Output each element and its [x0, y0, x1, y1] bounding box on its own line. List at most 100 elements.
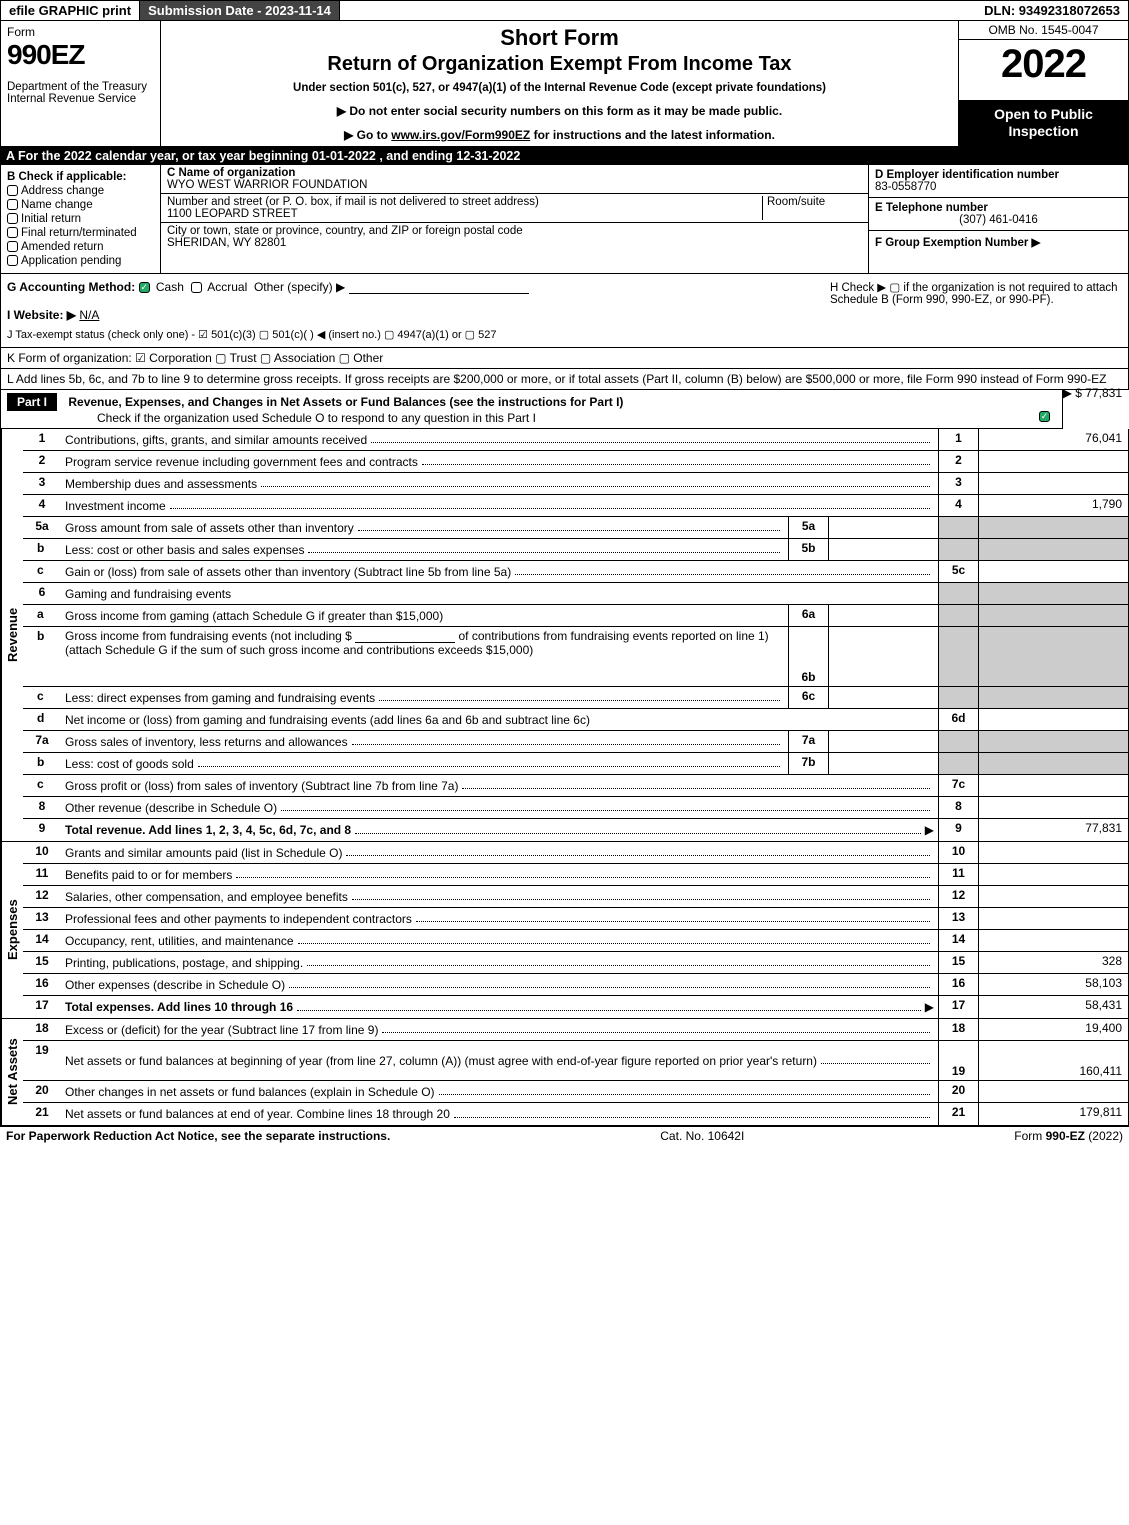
line-5b-num: b: [23, 539, 61, 560]
line-6: 6 Gaming and fundraising events: [23, 583, 1128, 605]
line-14-box: 14: [938, 930, 978, 951]
line-7c: c Gross profit or (loss) from sales of i…: [23, 775, 1128, 797]
row-l-text: L Add lines 5b, 6c, and 7b to line 9 to …: [7, 372, 1106, 386]
d-label: D Employer identification number: [875, 169, 1122, 181]
line-7b-subval: [828, 753, 938, 774]
line-2-box: 2: [938, 451, 978, 472]
part1-label: Part I: [7, 393, 57, 411]
section-e: E Telephone number (307) 461-0416: [869, 198, 1128, 231]
line-7b-num: b: [23, 753, 61, 774]
line-2: 2 Program service revenue including gove…: [23, 451, 1128, 473]
line-5a: 5a Gross amount from sale of assets othe…: [23, 517, 1128, 539]
line-14-val: [978, 930, 1128, 951]
check-address-change[interactable]: Address change: [7, 185, 154, 197]
check-schedule-o[interactable]: [1039, 411, 1050, 422]
line-11-val: [978, 864, 1128, 885]
check-final-return[interactable]: Final return/terminated: [7, 227, 154, 239]
org-city: SHERIDAN, WY 82801: [167, 237, 862, 249]
line-16-box: 16: [938, 974, 978, 995]
line-7a-boxgrey: [938, 731, 978, 752]
f-label: F Group Exemption Number ▶: [875, 237, 1040, 249]
line-7b-valgrey: [978, 753, 1128, 774]
line-6d-desc: Net income or (loss) from gaming and fun…: [65, 713, 590, 727]
line-6b-sub: 6b: [788, 627, 828, 686]
line-13-box: 13: [938, 908, 978, 929]
check-application-pending[interactable]: Application pending: [7, 255, 154, 267]
line-19: 19 Net assets or fund balances at beginn…: [23, 1041, 1128, 1081]
row-k: K Form of organization: ☑ Corporation ▢ …: [0, 348, 1129, 369]
note-link: ▶ Go to www.irs.gov/Form990EZ for instru…: [169, 128, 950, 142]
line-6a-sub: 6a: [788, 605, 828, 626]
irs-link[interactable]: www.irs.gov/Form990EZ: [391, 128, 530, 142]
line-19-box: 19: [938, 1041, 978, 1080]
line-15: 15 Printing, publications, postage, and …: [23, 952, 1128, 974]
page-footer: For Paperwork Reduction Act Notice, see …: [0, 1126, 1129, 1145]
title-short-form: Short Form: [169, 25, 950, 51]
row-a-tax-year: A For the 2022 calendar year, or tax yea…: [0, 147, 1129, 165]
note-ssn: ▶ Do not enter social security numbers o…: [169, 104, 950, 118]
row-h: H Check ▶ ▢ if the organization is not r…: [822, 280, 1122, 341]
omb-number: OMB No. 1545-0047: [959, 21, 1128, 40]
line-6d: d Net income or (loss) from gaming and f…: [23, 709, 1128, 731]
line-5b-boxgrey: [938, 539, 978, 560]
line-16-val: 58,103: [978, 974, 1128, 995]
line-7c-val: [978, 775, 1128, 796]
arrow-icon: ▶: [925, 823, 934, 837]
line-16-desc: Other expenses (describe in Schedule O): [65, 978, 285, 992]
line-21: 21 Net assets or fund balances at end of…: [23, 1103, 1128, 1125]
check-amended-return[interactable]: Amended return: [7, 241, 154, 253]
efile-print-button[interactable]: efile GRAPHIC print: [1, 1, 140, 20]
note-link-pre: ▶ Go to: [344, 128, 391, 142]
line-13-num: 13: [23, 908, 61, 929]
line-6c-sub: 6c: [788, 687, 828, 708]
line-5a-subval: [828, 517, 938, 538]
line-3: 3 Membership dues and assessments 3: [23, 473, 1128, 495]
g-label: G Accounting Method:: [7, 280, 135, 294]
check-accrual[interactable]: [191, 282, 202, 293]
check-cash[interactable]: [139, 282, 150, 293]
line-7b: b Less: cost of goods sold 7b: [23, 753, 1128, 775]
line-19-val: 160,411: [978, 1041, 1128, 1080]
line-6d-val: [978, 709, 1128, 730]
line-6a-valgrey: [978, 605, 1128, 626]
submission-date: Submission Date - 2023-11-14: [140, 1, 340, 20]
b-label: B Check if applicable:: [7, 171, 154, 183]
line-10: 10 Grants and similar amounts paid (list…: [23, 842, 1128, 864]
other-specify-input[interactable]: [349, 282, 529, 294]
line-6a-desc: Gross income from gaming (attach Schedul…: [65, 609, 443, 623]
open-to-public: Open to Public Inspection: [959, 100, 1128, 146]
title-return: Return of Organization Exempt From Incom…: [169, 53, 950, 76]
line-4-desc: Investment income: [65, 499, 166, 513]
line-8-box: 8: [938, 797, 978, 818]
line-6b-subval: [828, 627, 938, 686]
line-6b-blank[interactable]: [355, 631, 455, 643]
check-name-change[interactable]: Name change: [7, 199, 154, 211]
line-5b-sub: 5b: [788, 539, 828, 560]
line-6c: c Less: direct expenses from gaming and …: [23, 687, 1128, 709]
side-netassets: Net Assets: [1, 1019, 23, 1125]
line-17-num: 17: [23, 996, 61, 1018]
line-5a-boxgrey: [938, 517, 978, 538]
line-1-box: 1: [938, 429, 978, 450]
line-5c-box: 5c: [938, 561, 978, 582]
ein: 83-0558770: [875, 181, 1122, 193]
i-label: I Website: ▶: [7, 308, 76, 322]
check-initial-return[interactable]: Initial return: [7, 213, 154, 225]
line-6c-boxgrey: [938, 687, 978, 708]
line-1-val: 76,041: [978, 429, 1128, 450]
header-left: Form 990EZ Department of the Treasury In…: [1, 21, 161, 146]
line-5a-num: 5a: [23, 517, 61, 538]
line-7b-desc: Less: cost of goods sold: [65, 757, 194, 771]
part1-title: Revenue, Expenses, and Changes in Net As…: [68, 395, 623, 409]
footer-mid: Cat. No. 10642I: [660, 1129, 744, 1143]
footer-left: For Paperwork Reduction Act Notice, see …: [6, 1129, 390, 1143]
line-1: 1 Contributions, gifts, grants, and simi…: [23, 429, 1128, 451]
line-14-desc: Occupancy, rent, utilities, and maintena…: [65, 934, 294, 948]
line-7b-sub: 7b: [788, 753, 828, 774]
line-18-box: 18: [938, 1019, 978, 1040]
telephone: (307) 461-0416: [875, 214, 1122, 226]
line-5b: b Less: cost or other basis and sales ex…: [23, 539, 1128, 561]
line-6b-num: b: [23, 627, 61, 686]
line-6d-num: d: [23, 709, 61, 730]
line-3-desc: Membership dues and assessments: [65, 477, 257, 491]
